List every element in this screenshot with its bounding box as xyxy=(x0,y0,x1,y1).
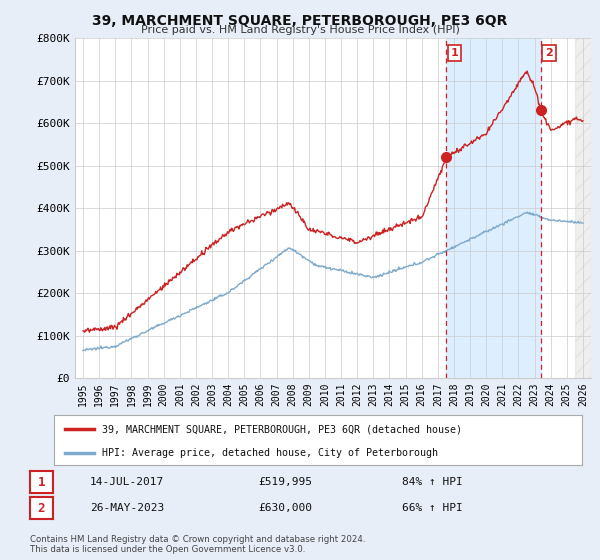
Text: 14-JUL-2017: 14-JUL-2017 xyxy=(90,477,164,487)
Text: Price paid vs. HM Land Registry's House Price Index (HPI): Price paid vs. HM Land Registry's House … xyxy=(140,25,460,35)
Text: 1: 1 xyxy=(38,475,45,488)
Bar xyxy=(446,38,541,378)
Text: 2: 2 xyxy=(38,502,45,515)
Text: 39, MARCHMENT SQUARE, PETERBOROUGH, PE3 6QR: 39, MARCHMENT SQUARE, PETERBOROUGH, PE3 … xyxy=(92,14,508,28)
Text: 66% ↑ HPI: 66% ↑ HPI xyxy=(402,503,463,513)
Text: Contains HM Land Registry data © Crown copyright and database right 2024.
This d: Contains HM Land Registry data © Crown c… xyxy=(30,535,365,554)
Text: 26-MAY-2023: 26-MAY-2023 xyxy=(90,503,164,513)
Text: 84% ↑ HPI: 84% ↑ HPI xyxy=(402,477,463,487)
Text: 2: 2 xyxy=(545,48,553,58)
Text: 1: 1 xyxy=(451,48,458,58)
Text: £519,995: £519,995 xyxy=(258,477,312,487)
Text: £630,000: £630,000 xyxy=(258,503,312,513)
Bar xyxy=(575,38,591,378)
Text: HPI: Average price, detached house, City of Peterborough: HPI: Average price, detached house, City… xyxy=(101,447,437,458)
Text: 39, MARCHMENT SQUARE, PETERBOROUGH, PE3 6QR (detached house): 39, MARCHMENT SQUARE, PETERBOROUGH, PE3 … xyxy=(101,424,461,434)
